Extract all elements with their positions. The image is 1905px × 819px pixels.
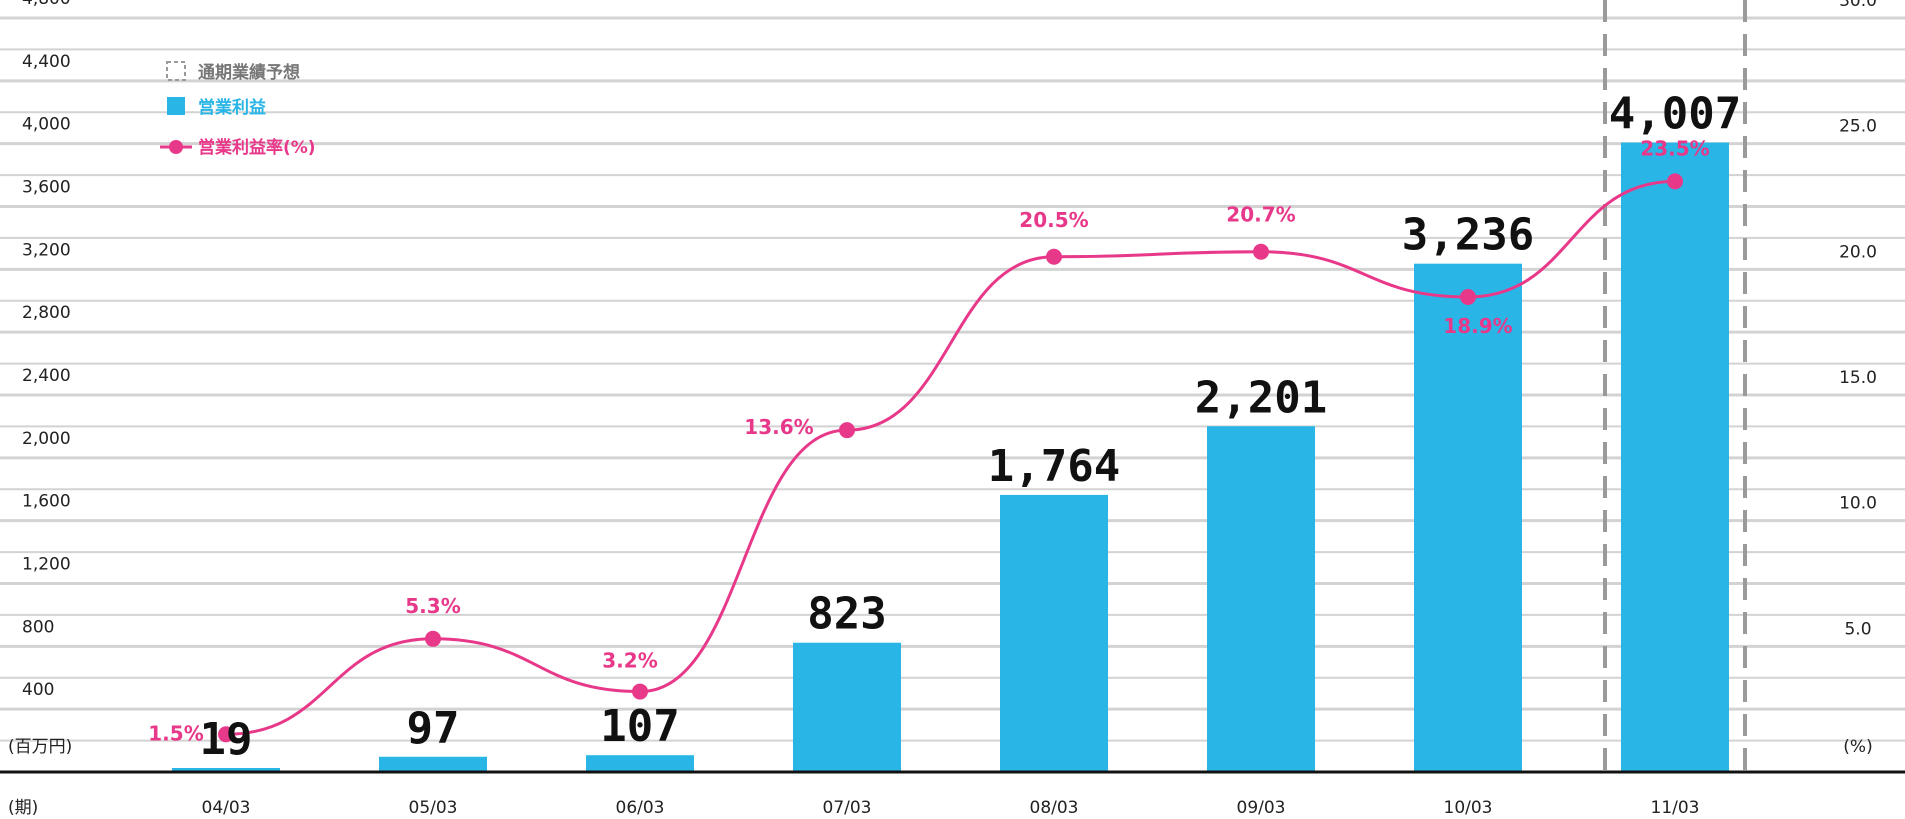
y-right-tick: 10.0 <box>1839 494 1877 514</box>
bar-value-label: 823 <box>807 589 886 640</box>
x-tick: 09/03 <box>1237 798 1286 818</box>
legend-line-label: 営業利益率(%) <box>198 137 316 158</box>
profit-bar <box>172 768 280 772</box>
margin-value-label: 20.5% <box>1019 208 1088 232</box>
y-left-tick: 800 <box>22 617 54 637</box>
margin-value-label: 18.9% <box>1443 314 1512 338</box>
margin-point <box>218 726 234 743</box>
margin-value-label: 5.3% <box>405 594 460 618</box>
profit-bar <box>1414 263 1522 772</box>
y-right-tick: 25.0 <box>1839 117 1877 137</box>
profit-bar <box>379 756 487 772</box>
margin-value-label: 1.5% <box>148 721 203 745</box>
y-left-tick: 2,000 <box>22 429 71 449</box>
legend-line-marker <box>169 140 183 154</box>
y-left-tick: 3,600 <box>22 178 71 198</box>
y-left-tick: 4,800 <box>22 0 71 9</box>
bar-value-label: 1,764 <box>988 441 1120 492</box>
legend-forecast-label: 通期業績予想 <box>198 62 300 83</box>
margin-value-label: 3.2% <box>602 649 657 673</box>
bar-value-label: 2,201 <box>1195 372 1327 423</box>
x-tick: 04/03 <box>202 798 251 818</box>
x-tick: 07/03 <box>823 798 872 818</box>
profit-bar <box>1207 426 1315 772</box>
y-left-tick: 1,200 <box>22 555 71 575</box>
y-right-tick: 30.0 <box>1839 0 1877 11</box>
y-left-tick: 3,200 <box>22 240 71 260</box>
margin-point <box>1460 288 1476 305</box>
bar-value-label: 19 <box>200 714 253 765</box>
data-labels: 19 97 107 823 1,764 2,201 3,236 4,007 1.5% 5.3% 3.… <box>148 89 1741 765</box>
y-right-tick: 15.0 <box>1839 368 1877 388</box>
profit-bar <box>793 642 901 772</box>
bar-value-label: 107 <box>600 701 679 752</box>
legend-bar-swatch <box>167 97 185 115</box>
margin-point <box>1667 173 1683 190</box>
y-left-tick: 2,400 <box>22 366 71 386</box>
legend: 通期業績予想 営業利益 営業利益率(%) <box>160 61 316 158</box>
margin-value-label: 20.7% <box>1226 203 1295 227</box>
margin-point <box>1046 248 1062 265</box>
bar-value-label: 3,236 <box>1402 210 1534 261</box>
y-right-tick: 5.0 <box>1844 619 1871 639</box>
right-axis-unit: (%) <box>1843 737 1872 757</box>
legend-bar-label: 営業利益 <box>198 97 266 118</box>
legend-forecast-swatch <box>166 61 186 81</box>
y-right-tick: 20.0 <box>1839 242 1877 262</box>
bar-value-label: 97 <box>407 703 460 754</box>
profit-bar <box>1000 494 1108 772</box>
y-left-tick: 4,400 <box>22 52 71 72</box>
y-left-tick: 400 <box>22 680 54 700</box>
margin-line-path <box>225 179 1676 736</box>
axes: 400 800 1,200 1,600 2,000 2,400 2,800 3,200 3,60… <box>22 0 1877 818</box>
margin-point <box>839 422 855 439</box>
x-tick: 05/03 <box>409 798 458 818</box>
profit-bar <box>586 755 694 772</box>
margin-line <box>218 173 1683 743</box>
profit-bar <box>1621 142 1729 772</box>
x-tick: 10/03 <box>1444 798 1493 818</box>
y-left-tick: 1,600 <box>22 492 71 512</box>
margin-point <box>425 630 441 647</box>
y-left-tick: 4,000 <box>22 115 71 135</box>
margin-point <box>632 683 648 700</box>
margin-value-label: 23.5% <box>1640 136 1709 160</box>
margin-value-label: 13.6% <box>744 415 813 439</box>
grid-lines <box>0 16 1905 742</box>
x-tick: 08/03 <box>1030 798 1079 818</box>
x-tick: 11/03 <box>1651 798 1700 818</box>
x-axis-unit: (期) <box>8 798 38 818</box>
x-tick: 06/03 <box>616 798 665 818</box>
margin-point <box>1253 243 1269 260</box>
y-left-tick: 2,800 <box>22 303 71 323</box>
profit-bars <box>172 142 1729 772</box>
left-axis-unit: (百万円) <box>8 737 72 757</box>
bar-value-label: 4,007 <box>1609 89 1741 140</box>
forecast-frame <box>1603 0 1747 772</box>
